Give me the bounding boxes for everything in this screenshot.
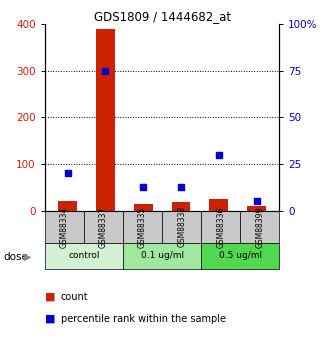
Text: control: control [68, 252, 100, 260]
Bar [45, 211, 84, 243]
Text: percentile rank within the sample: percentile rank within the sample [61, 314, 226, 324]
Bar [247, 206, 266, 211]
Bar [171, 203, 190, 211]
Text: 0.1 ug/ml: 0.1 ug/ml [141, 252, 184, 260]
Text: count: count [61, 292, 89, 302]
Title: GDS1809 / 1444682_at: GDS1809 / 1444682_at [93, 10, 231, 23]
Bar [96, 29, 115, 211]
Text: GSM88338: GSM88338 [177, 206, 186, 247]
Text: GSM88337: GSM88337 [99, 206, 108, 247]
Bar [58, 201, 77, 211]
Bar [134, 204, 153, 211]
Bar [201, 211, 240, 243]
Bar [84, 211, 123, 243]
Text: GSM88335: GSM88335 [138, 206, 147, 247]
Point [65, 171, 70, 176]
Point [178, 184, 184, 189]
Text: dose: dose [3, 252, 28, 262]
Bar [240, 211, 279, 243]
Bar [123, 243, 201, 269]
Text: ■: ■ [45, 314, 56, 324]
Point [254, 199, 259, 204]
Bar [45, 243, 123, 269]
Text: 0.5 ug/ml: 0.5 ug/ml [219, 252, 262, 260]
Text: ▶: ▶ [24, 252, 31, 262]
Bar [209, 199, 228, 211]
Text: GSM88336: GSM88336 [216, 206, 225, 247]
Text: ■: ■ [45, 292, 56, 302]
Point [141, 184, 146, 189]
Point [216, 152, 221, 158]
Bar [123, 211, 162, 243]
Text: GSM88399: GSM88399 [255, 206, 264, 247]
Text: GSM88334: GSM88334 [60, 206, 69, 247]
Bar [162, 211, 201, 243]
Point [103, 68, 108, 73]
Bar [201, 243, 279, 269]
